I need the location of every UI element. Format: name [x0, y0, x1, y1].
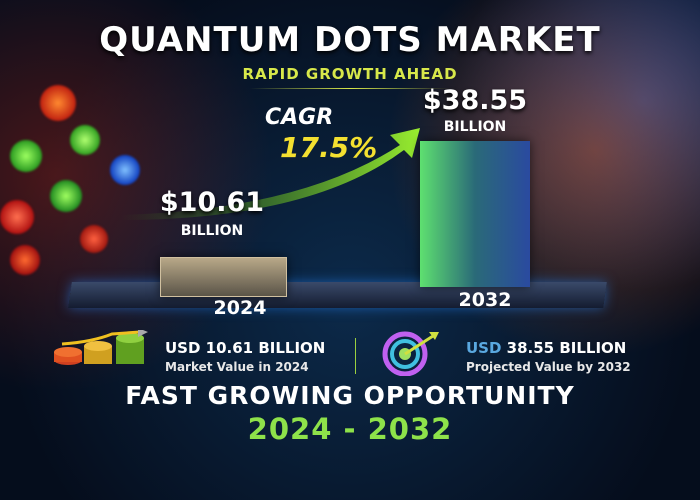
page-title: QUANTUM DOTS MARKET [99, 20, 601, 60]
stat-2024-value: USD 10.61 BILLION [165, 340, 325, 357]
x-tick-2032: 2032 [458, 289, 512, 311]
footer-period: 2024 - 2032 [247, 412, 453, 446]
coins-growth-icon [54, 330, 148, 365]
quantum-dot-decoration [70, 125, 100, 155]
unit-label-2032: BILLION [443, 119, 507, 135]
stat-2032-value: USD 38.55 BILLION [466, 340, 626, 357]
stat-2024-caption: Market Value in 2024 [165, 360, 309, 374]
quantum-dot-decoration [110, 155, 140, 185]
quantum-dot-decoration [10, 245, 40, 275]
stat-value: 10.61 BILLION [205, 339, 326, 357]
divider [250, 88, 450, 89]
currency-label: USD [466, 339, 502, 357]
quantum-dot-decoration [40, 85, 76, 121]
cagr-label: CAGR [265, 105, 334, 130]
stat-2032-caption: Projected Value by 2032 [466, 360, 631, 374]
quantum-dot-decoration [80, 225, 108, 253]
cagr-value: 17.5% [280, 131, 378, 164]
data-label-2024: $10.61 [159, 187, 265, 218]
quantum-dot-decoration [50, 180, 82, 212]
currency-label: USD [165, 339, 201, 357]
bar-2032 [420, 141, 530, 287]
subtitle: RAPID GROWTH AHEAD [242, 65, 458, 83]
quantum-dot-decoration [10, 140, 42, 172]
divider [355, 338, 356, 374]
unit-label-2024: BILLION [180, 223, 244, 239]
quantum-dot-decoration [0, 200, 34, 234]
target-icon [382, 331, 439, 376]
x-tick-2024: 2024 [213, 297, 267, 319]
stat-value: 38.55 BILLION [506, 339, 627, 357]
bar-2024 [160, 256, 287, 297]
data-label-2032: $38.55 [422, 85, 528, 116]
footer-headline: FAST GROWING OPPORTUNITY [125, 381, 575, 410]
growth-arrow-icon [120, 128, 420, 220]
